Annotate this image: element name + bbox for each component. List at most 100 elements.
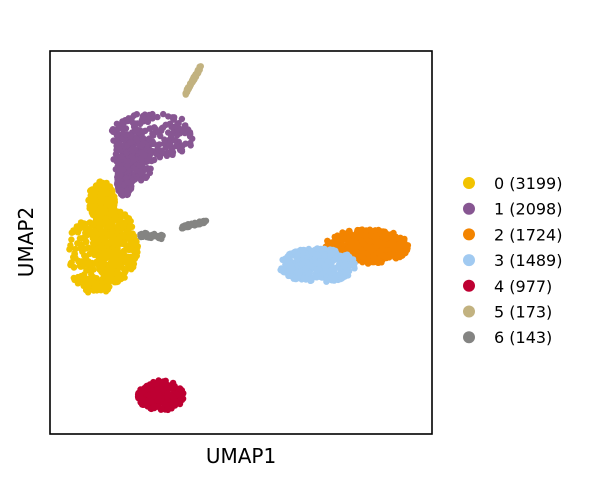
- data-point: [128, 145, 136, 153]
- data-point: [82, 260, 90, 268]
- data-point: [124, 187, 131, 194]
- data-point: [357, 227, 365, 234]
- data-point: [171, 114, 178, 121]
- data-point: [116, 140, 123, 148]
- data-point: [370, 245, 377, 253]
- data-point: [83, 238, 90, 246]
- data-point: [198, 220, 205, 227]
- legend-item: 3 (1489): [463, 251, 562, 270]
- data-point: [171, 382, 178, 390]
- data-point: [127, 139, 134, 146]
- data-point: [129, 177, 136, 184]
- data-point: [357, 252, 364, 260]
- legend-marker: [463, 279, 475, 292]
- data-point: [128, 183, 135, 190]
- data-point: [321, 252, 328, 259]
- data-point: [161, 400, 168, 408]
- data-point: [82, 229, 89, 236]
- data-point: [183, 85, 191, 93]
- data-point: [179, 126, 186, 133]
- data-point: [93, 287, 101, 294]
- legend-item: 2 (1724): [463, 225, 562, 244]
- data-point: [340, 274, 347, 281]
- data-point: [113, 270, 120, 277]
- data-point: [150, 140, 158, 147]
- data-point: [130, 112, 138, 119]
- x-axis-label: UMAP1: [206, 444, 276, 468]
- data-point: [133, 135, 140, 142]
- data-point: [380, 240, 387, 247]
- data-point: [83, 267, 90, 274]
- data-point: [300, 274, 307, 282]
- data-point: [112, 250, 120, 258]
- data-point: [147, 147, 154, 154]
- scatter-points: [66, 63, 412, 414]
- data-point: [174, 120, 181, 128]
- data-point: [164, 390, 171, 397]
- data-point: [114, 158, 122, 166]
- data-point: [95, 181, 102, 188]
- data-point: [162, 121, 169, 128]
- data-point: [129, 253, 137, 261]
- data-point: [173, 132, 181, 139]
- data-point: [124, 246, 131, 253]
- legend-item: 5 (173): [463, 303, 552, 322]
- data-point: [161, 136, 168, 143]
- data-point: [79, 221, 86, 228]
- data-point: [76, 262, 84, 269]
- data-point: [125, 217, 133, 224]
- data-point: [359, 259, 366, 266]
- data-point: [131, 120, 138, 127]
- data-point: [196, 64, 203, 72]
- data-point: [121, 211, 129, 218]
- data-point: [351, 265, 358, 272]
- legend-item: 6 (143): [463, 328, 552, 347]
- data-point: [156, 141, 163, 148]
- data-point: [182, 91, 189, 98]
- legend-label: 0 (3199): [494, 174, 562, 193]
- data-point: [366, 238, 374, 245]
- data-point: [81, 274, 89, 281]
- data-point: [293, 275, 301, 282]
- series-5-points: [182, 63, 204, 98]
- data-point: [105, 277, 113, 285]
- data-point: [68, 236, 75, 243]
- data-point: [147, 382, 155, 389]
- data-point: [99, 264, 106, 271]
- data-point: [160, 378, 167, 385]
- legend-label: 3 (1489): [494, 251, 562, 270]
- data-point: [119, 125, 126, 133]
- data-point: [397, 243, 404, 250]
- data-point: [327, 251, 334, 258]
- data-point: [345, 227, 353, 235]
- data-point: [76, 235, 84, 242]
- data-point: [105, 231, 112, 238]
- data-point: [127, 132, 134, 139]
- data-point: [354, 242, 361, 250]
- data-point: [116, 177, 123, 185]
- data-point: [119, 240, 126, 247]
- data-point: [108, 191, 116, 198]
- data-point: [118, 271, 126, 278]
- legend-label: 4 (977): [494, 277, 552, 296]
- data-point: [104, 240, 111, 247]
- data-point: [154, 397, 162, 404]
- data-point: [131, 233, 138, 240]
- data-point: [202, 217, 210, 224]
- legend-item: 4 (977): [463, 277, 552, 296]
- data-point: [133, 126, 141, 133]
- data-point: [399, 236, 406, 243]
- data-point: [137, 177, 145, 184]
- data-point: [315, 265, 323, 273]
- legend-item: 0 (3199): [463, 174, 562, 193]
- data-point: [98, 197, 105, 205]
- data-point: [131, 240, 139, 247]
- data-point: [164, 405, 171, 413]
- data-point: [70, 227, 77, 234]
- data-point: [157, 386, 165, 393]
- data-point: [108, 210, 115, 217]
- plot-frame: [49, 50, 433, 435]
- legend-marker: [463, 202, 475, 215]
- data-point: [99, 244, 107, 252]
- legend: 0 (3199) 1 (2098) 2 (1724) 3 (1489) 4 (977) 5…: [463, 174, 562, 347]
